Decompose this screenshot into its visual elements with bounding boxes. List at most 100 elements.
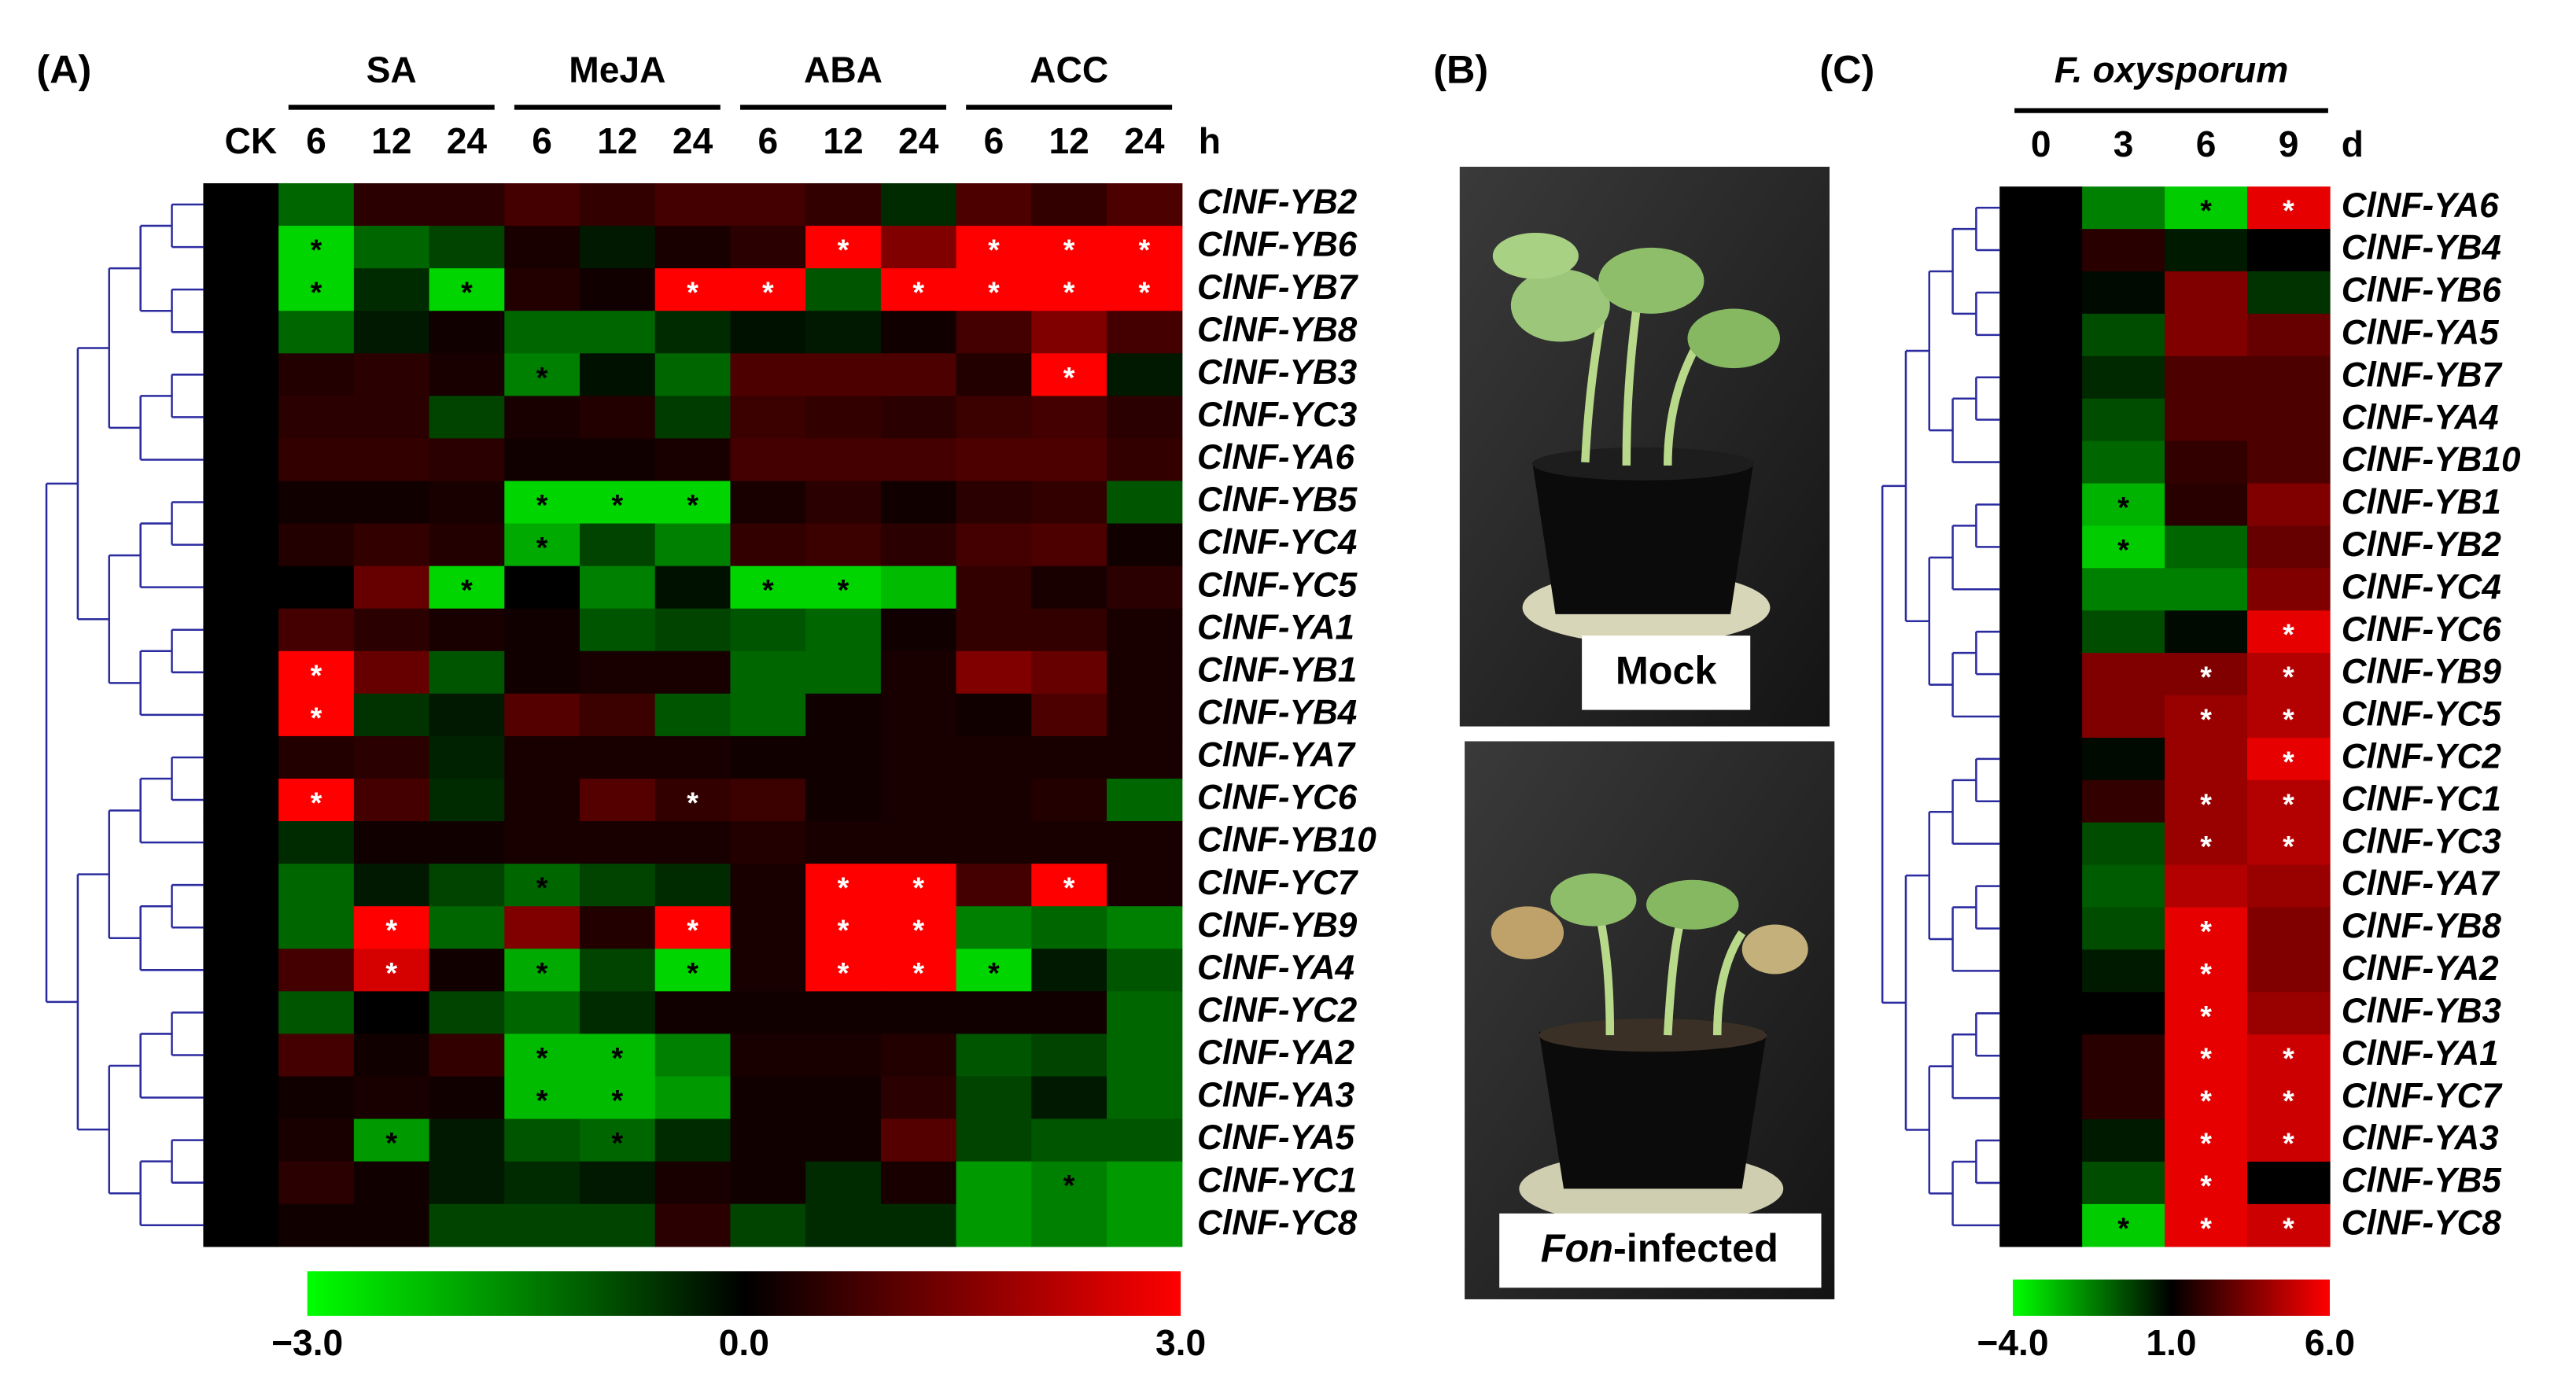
heatmap-cell [2247,271,2331,315]
significance-label: * [912,277,924,310]
column-label: 24 [673,120,713,161]
heatmap-cell [2247,695,2331,739]
heatmap-cell [880,566,957,610]
significance-label: * [536,362,548,395]
heatmap-cell [730,693,806,737]
heatmap-cell [203,608,279,652]
heatmap-cell [1107,311,1183,354]
heatmap-cell [730,778,806,822]
heatmap-cell [805,182,882,227]
heatmap-cell [353,1203,430,1247]
row-label: ClNF-YC1 [1197,1161,1357,1199]
heatmap-cell [203,1118,279,1162]
heatmap-cell [730,991,806,1035]
heatmap-cell [278,949,355,992]
heatmap-cell [2082,653,2165,696]
heatmap-cell [1999,440,2083,484]
row-label: ClNF-YB9 [1197,906,1358,945]
heatmap-cell [2247,483,2331,527]
significance-label: * [838,957,849,990]
heatmap-cell [654,353,732,396]
heatmap-cell [880,650,957,694]
heatmap-cell [880,608,957,652]
heatmap-cell [580,311,656,354]
colorbar-tick-label: 0.0 [719,1322,769,1363]
heatmap-cell [504,608,580,652]
column-label: 6 [984,120,1004,161]
row-label: ClNF-YA2 [1197,1033,1354,1072]
column-label: 24 [898,120,939,161]
heatmap-cell [429,438,505,482]
heatmap-cell [504,949,580,992]
significance-label: * [912,957,924,990]
heatmap-cell [1107,481,1183,525]
significance-label: * [1063,362,1075,395]
column-label: 24 [447,120,488,161]
heatmap-cell [504,650,580,694]
significance-label: * [461,574,473,607]
heatmap-cell [1107,864,1183,907]
heatmap-cell [278,1203,355,1247]
heatmap-cell [1107,821,1183,864]
row-label: ClNF-YC5 [2342,695,2503,734]
heatmap-cell [353,1033,430,1078]
row-label: ClNF-YB1 [1197,650,1357,689]
heatmap-cell [1031,182,1107,227]
heatmap-cell [353,864,430,907]
heatmap-cell [2247,313,2331,357]
heatmap-cell [1107,1203,1183,1247]
row-label: ClNF-YA5 [1197,1118,1355,1157]
heatmap-cell [1107,1076,1183,1120]
heatmap-cell [654,650,732,694]
heatmap-cell [654,481,732,525]
heatmap-cell [880,1161,957,1205]
heatmap-cell [2165,907,2248,951]
significance-label: * [536,957,548,990]
heatmap-cell [1999,1161,2083,1205]
heatmap-cell [805,1118,882,1162]
heatmap-cell [278,566,355,610]
panel-label: (B) [1433,47,1488,92]
heatmap-cell [203,396,279,440]
heatmap-cell [730,650,806,694]
heatmap-cell [2247,440,2331,484]
heatmap-cell [2165,440,2248,484]
heatmap-cell [278,353,355,396]
heatmap-cell [805,778,882,822]
row-label: ClNF-YC7 [1197,864,1359,902]
heatmap-cell [956,608,1032,652]
heatmap-cell [504,735,580,779]
heatmap-cell [880,226,957,269]
heatmap-cell [429,608,505,652]
heatmap-cell [654,1033,732,1078]
heatmap-cell [353,438,430,482]
column-label: 3 [2113,123,2134,164]
significance-label: * [1139,277,1151,310]
heatmap-cell [1031,523,1107,567]
heatmap-cell [2165,356,2248,400]
heatmap-cell [353,566,430,610]
heatmap-cell [580,1203,656,1247]
row-label: ClNF-YA3 [2342,1119,2499,1158]
heatmap-cell [580,650,656,694]
heatmap-cell [956,1076,1032,1120]
significance-label: * [2283,703,2294,736]
heatmap-cell [278,693,355,737]
heatmap-cell [805,864,882,907]
heatmap-cell [2247,864,2331,908]
row-label: ClNF-YB6 [1197,226,1358,264]
heatmap-cell [429,182,505,227]
heatmap-cell [504,353,580,396]
colorbar [307,1271,1181,1316]
heatmap-cell [1031,991,1107,1035]
row-label: ClNF-YA4 [1197,949,1354,987]
heatmap-cell [429,991,505,1035]
heatmap-cell [1031,693,1107,737]
heatmap-cell [880,182,957,227]
heatmap-cell [278,268,355,311]
panel-label: (A) [36,47,91,92]
heatmap-cell [353,268,430,311]
heatmap-cell [1999,271,2083,315]
heatmap-cell [580,523,656,567]
heatmap-cell [429,821,505,864]
